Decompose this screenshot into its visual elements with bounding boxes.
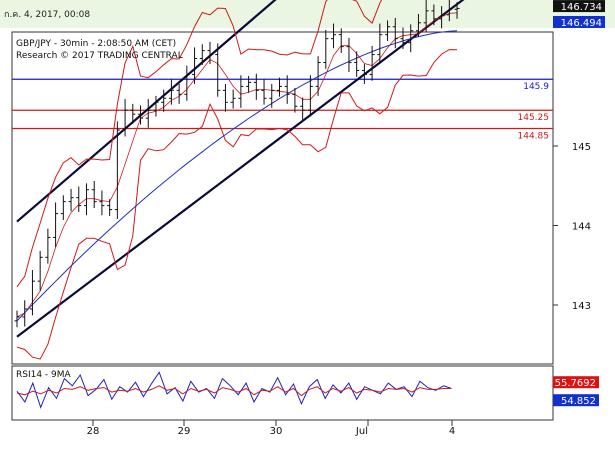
price-bar [439,6,445,29]
rsi-tag-0: 55.7692 [553,376,599,389]
x-tick-label-1: 29 [178,426,191,437]
price-bar [338,28,344,53]
price-bar [400,27,406,50]
price-bar [45,228,51,264]
price-bar [454,2,460,19]
price-bar [130,103,136,124]
x-tick-label-4: 4 [449,426,455,437]
price-bar [354,51,360,77]
rsi-title: RSI14 - 9MA [16,370,72,380]
price-tag-1: 146.734 [553,0,605,13]
price-bar [99,190,105,216]
price-bar [138,105,144,125]
rsi-tag-1-bg [553,394,599,407]
price-bar [207,41,213,65]
price-bar [269,83,275,108]
timestamp: ก.ค. 4, 2017, 00:08 [4,10,91,20]
price-bar [122,99,128,137]
price-bar [446,0,452,22]
price-bar [423,0,429,33]
price-bar [107,199,113,216]
price-tag-2: 146.494 [553,15,605,29]
y-tick-label-2: 145 [572,142,591,153]
price-bar [300,97,306,120]
price-bar [145,99,151,128]
price-bar [60,195,66,220]
price-tag-2-label: 146.494 [561,18,602,29]
level-label-5: 144.85 [518,132,550,142]
x-tick-label-0: 28 [87,426,100,437]
price-bar [253,73,259,100]
rsi-panel-frame [11,365,554,421]
price-bar [307,75,313,117]
price-bar [331,23,337,49]
price-bar [276,77,282,97]
main-panel-frame [11,31,554,365]
y-tick-label-0: 143 [572,301,591,312]
moving-average [16,30,458,322]
level-label-3: 145.9 [523,82,549,92]
price-bar [215,43,221,97]
rsi-tag-1-label: 54.852 [561,396,596,407]
bollinger-lower [16,49,458,360]
price-bar [153,95,159,117]
price-bar [292,87,298,113]
price-bar [14,310,20,328]
price-bar [199,44,205,65]
rsi-tag-0-label: 55.7692 [555,378,596,389]
chart-subtitle: Research © 2017 TRADING CENTRAL [16,51,183,61]
price-tag-2-bg [553,15,605,28]
channel-upper-line [16,0,277,223]
price-bar [230,89,236,109]
price-tag-1-bg [553,0,605,13]
price-bar [323,29,329,69]
price-bar [114,121,120,220]
price-bar [369,45,375,81]
price-bar [37,250,43,291]
channel-lower-line [16,0,465,338]
price-bar [222,83,228,112]
price-bar [176,83,182,104]
price-bar [29,270,35,316]
price-bar [22,300,28,327]
price-bar [68,188,74,212]
x-tick-label-3: Jul [355,426,368,437]
level-label-4: 145.25 [518,113,550,123]
price-bar [184,65,190,101]
y-tick-label-1: 144 [572,222,591,233]
price-tag-1-label: 146.734 [561,2,602,13]
price-bar [246,76,252,93]
price-bar [53,202,59,247]
price-bar [192,47,198,84]
x-tick-label-2: 30 [270,426,283,437]
rsi-tag-0-bg [553,376,599,389]
rsi-tag-1: 54.852 [553,394,599,407]
price-bar [261,79,267,105]
price-bar [91,180,97,209]
price-bar [385,20,391,42]
rsi-series-1 [16,385,452,397]
price-bar [315,56,321,96]
price-bar [377,23,383,65]
price-bar [361,64,367,84]
price-bar [83,183,89,216]
price-bar [168,79,174,105]
price-bar [415,14,421,38]
bollinger-upper [16,0,383,287]
bollinger-mid [16,12,458,318]
timestamp-bar: ก.ค. 4, 2017, 00:08 [0,0,615,28]
price-bar [238,75,244,108]
price-bar [346,37,352,73]
price-bar [408,24,414,53]
price-bar [161,89,167,112]
chart-title: GBP/JPY - 30min - 2:08:50 AM (CET) [16,39,176,49]
price-bar [431,4,437,26]
price-bar [284,75,290,104]
price-bar [76,186,82,212]
price-bar [392,18,398,49]
